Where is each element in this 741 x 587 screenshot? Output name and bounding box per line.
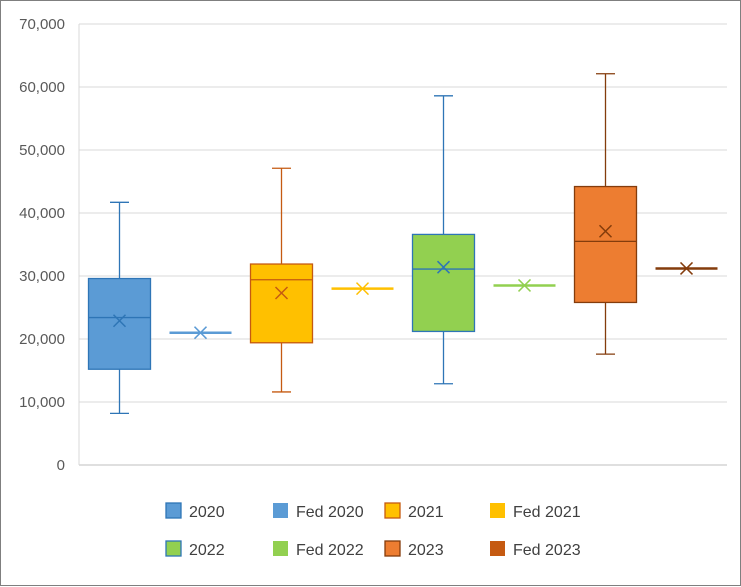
legend-label-2020: 2020: [189, 504, 225, 521]
y-tick-label-40000: 40,000: [19, 205, 65, 222]
plot-marks: [87, 73, 718, 414]
legend-entry-2021: 2021: [384, 502, 444, 521]
mean-marker-2023-b: [598, 224, 613, 238]
line-fed-2020: [169, 326, 232, 340]
y-tick-label-0: 0: [57, 457, 65, 474]
mean-marker-2020: [112, 314, 127, 328]
y-tick-label-70000: 70,000: [19, 16, 65, 33]
legend-label-2022: 2022: [189, 542, 225, 559]
legend-entry-fed-2023: Fed 2023: [490, 541, 581, 559]
legend-swatch-2023: [384, 540, 401, 557]
legend-swatch-fed-2021: [490, 503, 505, 518]
mean-marker-fed-2020: [193, 326, 208, 340]
mean-marker-2021-b: [274, 286, 289, 300]
legend-entry-fed-2020: Fed 2020: [273, 503, 364, 521]
iqr-box-2023: [573, 185, 638, 304]
y-tick-label-60000: 60,000: [19, 79, 65, 96]
line-fed-2023: [655, 261, 718, 275]
mean-marker-2023: [598, 224, 613, 238]
legend-entry-fed-2021: Fed 2021: [490, 503, 581, 521]
legend-label-2023: 2023: [408, 542, 444, 559]
y-tick-label-20000: 20,000: [19, 331, 65, 348]
legend-label-fed-2023: Fed 2023: [513, 542, 581, 559]
legend-entry-2023: 2023: [384, 540, 444, 559]
iqr-box-2020: [87, 277, 152, 370]
legend-label-fed-2021: Fed 2021: [513, 504, 581, 521]
iqr-box-2022: [411, 233, 476, 333]
y-tick-label-50000: 50,000: [19, 142, 65, 159]
gridlines: [78, 23, 727, 466]
legend-swatch-fed-2023: [490, 541, 505, 556]
mean-marker-fed-2022-b: [517, 278, 532, 292]
legend-label-fed-2020: Fed 2020: [296, 504, 364, 521]
box-2020: [87, 201, 152, 414]
mean-marker-fed-2021-b: [355, 282, 370, 296]
legend-swatch-2022: [165, 540, 182, 557]
legend-swatch-fed-2022: [273, 541, 288, 556]
mean-marker-2022: [436, 260, 451, 274]
y-axis: 0 10,000 20,000 30,000 40,000 50,000 60,000 70,…: [19, 16, 65, 474]
mean-marker-2020-b: [112, 314, 127, 328]
box-2022: [411, 95, 476, 385]
box-2023: [573, 73, 638, 355]
mean-marker-fed-2023-b: [679, 261, 694, 275]
iqr-box-2021: [249, 263, 314, 344]
mean-marker-fed-2021: [355, 282, 370, 296]
y-tick-label-30000: 30,000: [19, 268, 65, 285]
mean-marker-2021: [274, 286, 289, 300]
legend-label-2021: 2021: [408, 504, 444, 521]
line-fed-2022: [493, 278, 556, 292]
mean-marker-fed-2020-b: [193, 326, 208, 340]
legend-label-fed-2022: Fed 2022: [296, 542, 364, 559]
mean-marker-2022-b: [436, 260, 451, 274]
legend-swatch-2020: [165, 502, 182, 519]
box-2021: [249, 167, 314, 393]
legend-entry-fed-2022: Fed 2022: [273, 541, 364, 559]
line-fed-2021: [331, 282, 394, 296]
legend-entry-2020: 2020: [165, 502, 225, 521]
legend-swatch-2021: [384, 502, 401, 519]
legend-entry-2022: 2022: [165, 540, 225, 559]
y-tick-label-10000: 10,000: [19, 394, 65, 411]
legend-swatch-fed-2020: [273, 503, 288, 518]
legend: 2020 Fed 2020 2021 Fed 2021 2022 Fed 2022 2023…: [165, 502, 581, 559]
mean-marker-fed-2022: [517, 278, 532, 292]
mean-marker-fed-2023: [679, 261, 694, 275]
